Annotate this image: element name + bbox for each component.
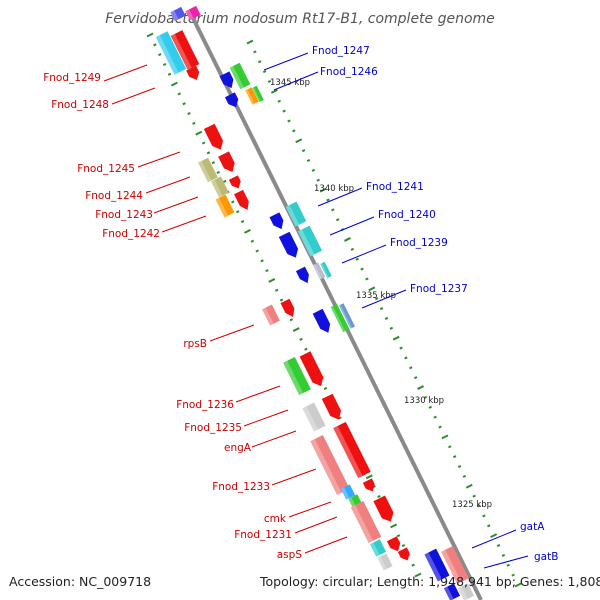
gene-feature-3: [186, 65, 200, 80]
gene-label-fnod-1233: Fnod_1233: [212, 481, 270, 493]
gene-label-asps: aspS: [277, 549, 303, 561]
gene-feature-24: [320, 261, 332, 279]
gene-feature-48: [457, 583, 475, 600]
gene-feature-17: [234, 189, 249, 210]
gene-feature-33: [321, 393, 342, 420]
gene-feature-26: [330, 303, 350, 333]
gene-feature-19: [285, 201, 307, 227]
gene-label-fnod-1247: Fnod_1247: [312, 45, 370, 57]
leader-lines: [103, 52, 529, 569]
gene-feature-18: [269, 212, 284, 230]
gene-feature-7: [219, 71, 234, 89]
gene-feature-31: [299, 351, 324, 387]
gene-feature-43: [377, 553, 393, 571]
gene-feature-8: [245, 87, 259, 105]
gene-feature-5: [185, 5, 201, 21]
gene-label-fnod-1245: Fnod_1245: [77, 163, 135, 175]
gene-feature-30: [283, 356, 311, 396]
gene-feature-45: [424, 548, 450, 582]
gene-feature-29: [280, 298, 295, 318]
gene-feature-9: [252, 85, 264, 103]
gene-features: [155, 5, 475, 600]
gene-label-fnod-1244: Fnod_1244: [85, 190, 143, 202]
gene-feature-16: [215, 194, 235, 218]
gene-label-fnod-1236: Fnod_1236: [176, 399, 234, 411]
gene-feature-44: [397, 547, 410, 561]
gene-feature-12: [218, 151, 235, 172]
gene-label-fnod-1235: Fnod_1235: [184, 422, 242, 434]
accession-text: Accession: NC_009718: [9, 574, 151, 589]
gene-feature-41: [386, 536, 401, 552]
gene-feature-28: [262, 304, 280, 326]
gene-feature-35: [333, 421, 371, 479]
scale-label-1335: 1335 kbp: [356, 291, 396, 301]
gene-feature-32: [302, 402, 326, 432]
gene-label-cmk: cmk: [264, 513, 287, 525]
topology-text: Topology: circular; Length: 1,948,941 bp…: [259, 574, 600, 589]
gene-label-fnod-1241: Fnod_1241: [366, 181, 424, 193]
gene-feature-1: [155, 31, 187, 75]
gene-label-gatb: gatB: [534, 551, 558, 563]
gene-feature-10: [224, 92, 239, 108]
left-gene-labels: Fnod_1249 Fnod_1248 Fnod_1245 Fnod_1244 …: [43, 72, 302, 561]
gene-feature-2: [170, 30, 200, 70]
gene-label-fnod-1243: Fnod_1243: [95, 209, 153, 221]
gene-feature-23: [312, 262, 326, 280]
gene-feature-47: [443, 583, 461, 600]
gene-feature-46: [441, 545, 469, 585]
gene-label-fnod-1237: Fnod_1237: [410, 283, 468, 295]
gene-feature-11: [203, 123, 224, 150]
gene-feature-36: [362, 478, 375, 492]
gene-label-fnod-1231: Fnod_1231: [234, 529, 292, 541]
scale-label-1325: 1325 kbp: [452, 500, 492, 510]
gene-feature-14: [211, 176, 229, 198]
right-gene-labels: Fnod_1247 Fnod_1246 Fnod_1241 Fnod_1240 …: [312, 45, 558, 563]
gene-feature-21: [297, 225, 323, 257]
map-title: Fervidobacterium nodosum Rt17-B1, comple…: [105, 11, 495, 27]
gene-feature-40: [373, 495, 394, 522]
scale-label-1330: 1330 kbp: [404, 396, 444, 406]
right-tick-row: [246, 39, 522, 588]
gene-label-gata: gatA: [520, 521, 545, 533]
gene-feature-27: [338, 303, 356, 329]
gene-feature-22: [295, 266, 309, 284]
gene-feature-37: [340, 484, 356, 500]
gene-feature-34: [310, 435, 350, 495]
gene-feature-42: [369, 539, 387, 557]
gene-feature-25: [312, 308, 331, 333]
gene-label-fnod-1246: Fnod_1246: [320, 66, 378, 78]
gene-feature-13: [198, 157, 218, 183]
gene-label-rpsb: rpsB: [183, 338, 207, 350]
gene-label-enga: engA: [224, 442, 252, 454]
gene-label-fnod-1240: Fnod_1240: [378, 209, 436, 221]
gene-label-fnod-1248: Fnod_1248: [51, 99, 109, 111]
gene-feature-4: [170, 6, 186, 22]
scale-label-1340: 1340 kbp: [314, 184, 354, 194]
gene-feature-20: [278, 231, 299, 258]
gene-feature-6: [229, 62, 251, 90]
gene-label-fnod-1242: Fnod_1242: [102, 228, 160, 240]
gene-feature-39: [350, 500, 382, 544]
gene-label-fnod-1249: Fnod_1249: [43, 72, 101, 84]
gene-feature-15: [228, 175, 241, 189]
gene-label-fnod-1239: Fnod_1239: [390, 237, 448, 249]
